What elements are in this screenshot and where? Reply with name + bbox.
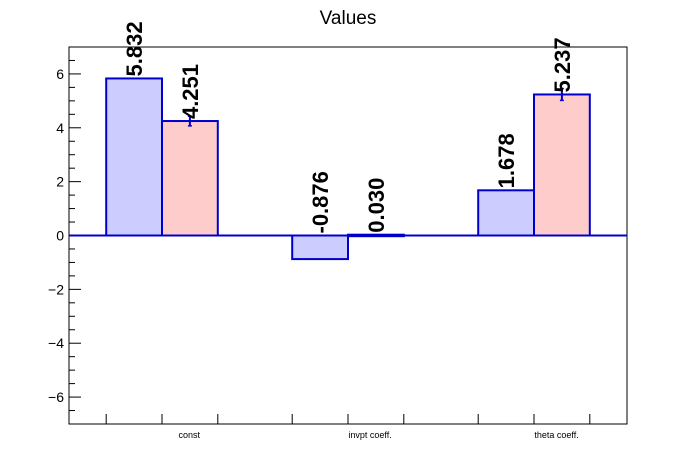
y-tick-label: 6 <box>56 66 64 82</box>
y-tick-label: 2 <box>56 174 64 190</box>
x-category-label: const <box>179 430 201 440</box>
data-label: 5.237 <box>550 37 575 92</box>
bar-s1-0 <box>105 77 163 237</box>
y-tick-label: 4 <box>56 120 64 136</box>
x-category-label: invpt coeff. <box>348 430 391 440</box>
chart-title: Values <box>320 8 377 29</box>
plot-area: −6 −4 −2 0 2 4 6 5.832 -0.876 1.678 4.251 0.030 5.23… <box>48 21 628 440</box>
y-tick-label: 0 <box>56 228 64 244</box>
y-tick-label: −4 <box>48 335 64 351</box>
bar-s2-2 <box>533 93 591 237</box>
x-category-label: theta coeff. <box>534 430 578 440</box>
data-label: -0.876 <box>308 171 333 233</box>
data-label: 5.832 <box>122 21 147 76</box>
bar-s1-1 <box>291 234 350 261</box>
y-tick-label: −2 <box>48 281 64 297</box>
data-label: 0.030 <box>364 178 389 233</box>
data-label: 4.251 <box>178 64 203 119</box>
data-label: 1.678 <box>494 133 519 188</box>
bar-s1-2 <box>477 189 536 237</box>
bar-s2-0 <box>161 120 219 237</box>
y-tick-label: −6 <box>48 389 64 405</box>
